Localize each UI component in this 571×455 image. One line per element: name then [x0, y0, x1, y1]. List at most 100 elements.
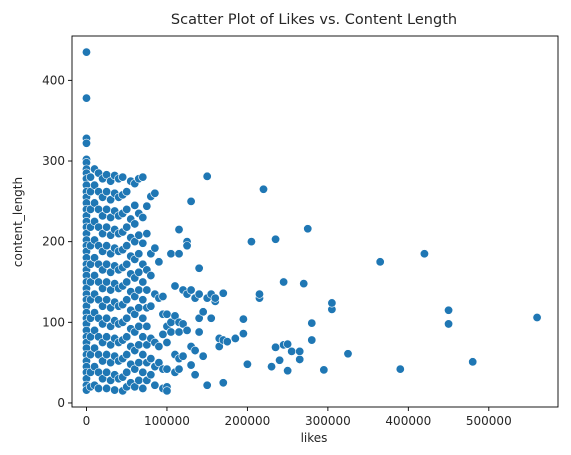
scatter-point	[198, 307, 208, 317]
scatter-point	[186, 360, 196, 370]
scatter-point	[102, 313, 112, 323]
scatter-point	[130, 364, 140, 374]
scatter-point	[81, 47, 91, 57]
scatter-point	[106, 340, 116, 350]
scatter-point	[162, 364, 172, 374]
scatter-point	[254, 289, 264, 299]
scatter-point	[198, 351, 208, 361]
scatter-point	[170, 311, 180, 321]
x-tick-label: 200000	[225, 414, 271, 428]
scatter-point	[102, 204, 112, 214]
y-tick-label: 0	[57, 396, 65, 410]
scatter-point	[271, 234, 281, 244]
scatter-point	[102, 367, 112, 377]
scatter-point	[130, 292, 140, 302]
scatter-point	[299, 279, 309, 289]
scatter-point	[118, 172, 128, 182]
scatter-point	[122, 367, 132, 377]
scatter-point	[122, 204, 132, 214]
scatter-point	[279, 277, 289, 287]
scatter-point	[130, 219, 140, 229]
scatter-point	[218, 288, 228, 298]
scatter-point	[158, 292, 168, 302]
scatter-point	[206, 313, 216, 323]
scatter-point	[138, 350, 148, 360]
scatter-point	[194, 313, 204, 323]
scatter-point	[166, 327, 176, 337]
scatter-point	[287, 346, 297, 356]
x-axis-label: likes	[301, 431, 328, 445]
y-axis: 0 100 200 300 400	[42, 73, 72, 410]
scatter-point	[271, 342, 281, 352]
scatter-point	[303, 224, 313, 234]
scatter-point	[94, 383, 104, 393]
scatter-point	[134, 340, 144, 350]
scatter-point	[246, 237, 256, 247]
scatter-point	[190, 370, 200, 380]
plot-frame	[71, 35, 559, 408]
scatter-point	[134, 285, 144, 295]
x-tick-label: 300000	[305, 414, 351, 428]
scatter-point	[295, 354, 305, 364]
scatter-point	[444, 319, 454, 329]
scatter-point	[146, 370, 156, 380]
scatter-point	[138, 238, 148, 248]
scatter-point	[162, 386, 172, 396]
scatter-point	[138, 172, 148, 182]
scatter-point	[150, 380, 160, 390]
scatter-point	[90, 343, 100, 353]
scatter-point	[154, 342, 164, 352]
scatter-point	[307, 335, 317, 345]
scatter-point	[194, 289, 204, 299]
scatter-point	[190, 346, 200, 356]
scatter-point	[275, 355, 285, 365]
scatter-point	[162, 337, 172, 347]
scatter-point	[130, 309, 140, 319]
scatter-point	[202, 380, 212, 390]
scatter-point	[134, 358, 144, 368]
scatter-point	[146, 354, 156, 364]
scatter-point	[258, 184, 268, 194]
scatter-point	[81, 93, 91, 103]
scatter-point	[90, 271, 100, 281]
scatter-point	[122, 277, 132, 287]
scatter-point	[138, 367, 148, 377]
scatter-point	[170, 281, 180, 291]
scatter-point	[142, 285, 152, 295]
scatter-point	[146, 301, 156, 311]
scatter-point	[102, 350, 112, 360]
scatter-point	[81, 138, 91, 148]
scatter-point	[150, 188, 160, 198]
scatter-point	[134, 249, 144, 259]
scatter-point	[319, 365, 329, 375]
x-tick-label: 400000	[385, 414, 431, 428]
scatter-point	[138, 212, 148, 222]
scatter-point	[174, 249, 184, 259]
chart-title: Scatter Plot of Likes vs. Content Length	[171, 12, 457, 28]
scatter-point	[138, 295, 148, 305]
scatter-point	[307, 318, 317, 328]
scatter-point	[102, 259, 112, 269]
scatter-point	[419, 249, 429, 259]
scatter-point	[138, 277, 148, 287]
scatter-point	[134, 267, 144, 277]
scatter-point	[267, 362, 277, 372]
scatter-point	[283, 366, 293, 376]
scatter-point	[138, 383, 148, 393]
scatter-point	[238, 329, 248, 339]
scatter-point	[146, 271, 156, 281]
scatter-point	[142, 321, 152, 331]
scatter-point	[122, 350, 132, 360]
scatter-point	[134, 303, 144, 313]
scatter-point	[122, 241, 132, 251]
x-tick-label: 500000	[466, 414, 512, 428]
plot-area	[81, 47, 542, 396]
scatter-point	[162, 309, 172, 319]
scatter-point	[375, 257, 385, 267]
scatter-point	[102, 332, 112, 342]
scatter-point	[186, 196, 196, 206]
scatter-point	[468, 357, 478, 367]
scatter-point	[122, 332, 132, 342]
scatter-point	[86, 172, 96, 182]
